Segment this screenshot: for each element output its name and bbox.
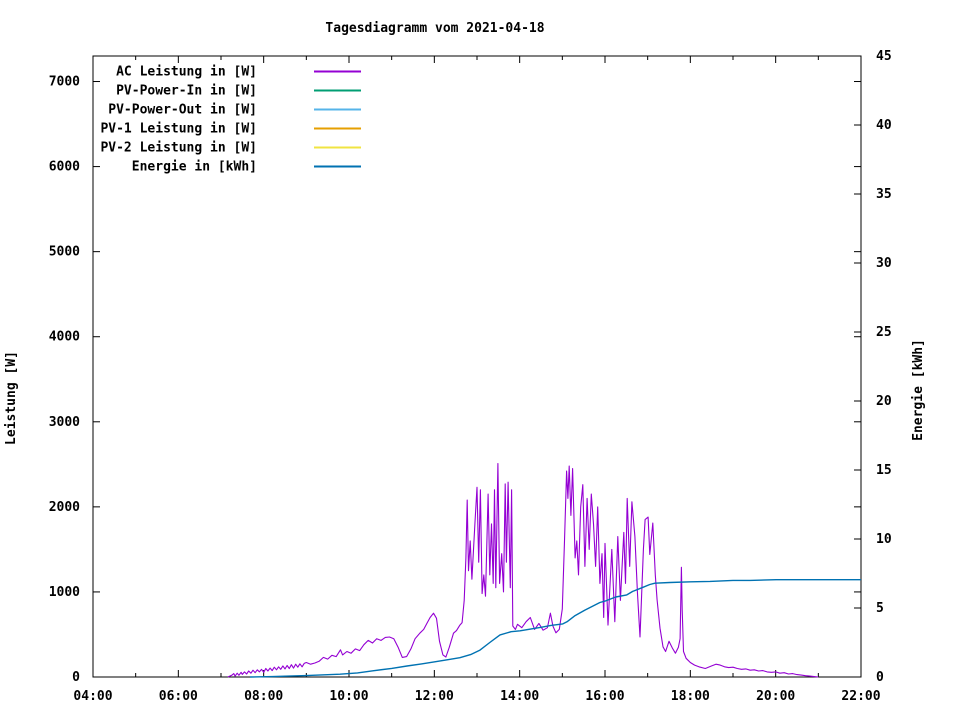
y-right-tick-label: 20: [876, 394, 892, 409]
x-tick-label: 12:00: [415, 689, 454, 704]
legend-label: PV-Power-In in [W]: [116, 84, 257, 99]
series-line-ac-leistung-in-w-: [227, 462, 819, 678]
y-left-tick-label: 4000: [49, 330, 80, 345]
legend-label: PV-2 Leistung in [W]: [100, 141, 257, 156]
y-right-tick-label: 0: [876, 670, 884, 685]
y-left-tick-label: 2000: [49, 500, 80, 515]
y-left-tick-label: 0: [72, 670, 80, 685]
legend-label: PV-Power-Out in [W]: [108, 103, 257, 118]
y-left-tick-label: 1000: [49, 585, 80, 600]
y-right-axis-ticks: 0 5 10 15 20 25 30 35 40 45: [854, 49, 892, 685]
y-right-tick-label: 30: [876, 256, 892, 271]
x-tick-label: 20:00: [756, 689, 795, 704]
y-right-tick-label: 5: [876, 601, 884, 616]
series-line-energie-in-kwh-: [249, 579, 861, 678]
x-tick-label: 08:00: [244, 689, 283, 704]
legend: AC Leistung in [W] PV-Power-In in [W] PV-P…: [100, 65, 361, 175]
x-tick-label: 22:00: [841, 689, 880, 704]
x-tick-label: 04:00: [73, 689, 112, 704]
x-tick-label: 10:00: [329, 689, 368, 704]
y-left-tick-label: 3000: [49, 415, 80, 430]
y-left-tick-label: 5000: [49, 245, 80, 260]
y-left-tick-label: 6000: [49, 160, 80, 175]
series-lines: [227, 462, 861, 678]
legend-label: AC Leistung in [W]: [116, 65, 257, 80]
y-right-axis-label: Energie [kWh]: [911, 339, 926, 441]
legend-label: Energie in [kWh]: [132, 160, 257, 175]
y-left-axis-label: Leistung [W]: [4, 351, 19, 445]
x-tick-label: 16:00: [585, 689, 624, 704]
y-right-tick-label: 40: [876, 118, 892, 133]
y-right-tick-label: 35: [876, 187, 892, 202]
legend-label: PV-1 Leistung in [W]: [100, 122, 257, 137]
x-tick-label: 06:00: [159, 689, 198, 704]
x-axis-ticks: 04:00 06:00 08:00 10:00 12:00 14:00 16:00 18:00…: [73, 56, 881, 704]
chart-title: Tagesdiagramm vom 2021-04-18: [325, 21, 544, 36]
x-tick-label: 14:00: [500, 689, 539, 704]
x-tick-label: 18:00: [671, 689, 710, 704]
y-left-axis-ticks: 0 1000 2000 3000 4000 5000 6000 7000: [49, 75, 861, 685]
y-right-tick-label: 10: [876, 532, 892, 547]
y-right-tick-label: 45: [876, 49, 892, 64]
y-left-tick-label: 7000: [49, 75, 80, 90]
y-right-tick-label: 15: [876, 463, 892, 478]
y-right-tick-label: 25: [876, 325, 892, 340]
